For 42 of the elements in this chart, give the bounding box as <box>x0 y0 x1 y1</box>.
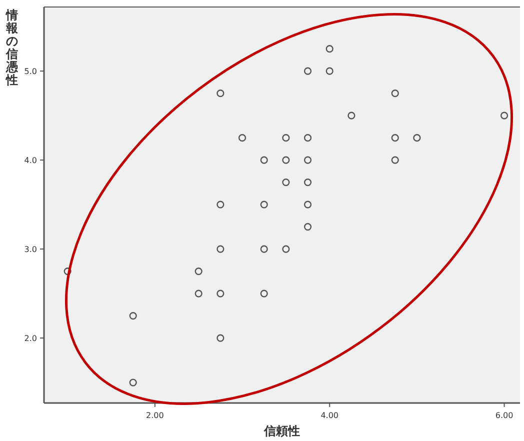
point <box>260 245 268 253</box>
point <box>391 156 399 164</box>
point <box>348 112 356 120</box>
point <box>194 290 202 298</box>
point <box>304 156 312 164</box>
point <box>216 290 224 298</box>
y-tick-label: 4.0 <box>24 156 37 166</box>
point <box>238 134 246 142</box>
point <box>391 90 399 98</box>
point <box>282 178 290 186</box>
point <box>129 312 137 320</box>
point <box>216 334 224 342</box>
y-tick-label: 2.0 <box>24 334 37 344</box>
point <box>260 156 268 164</box>
point <box>304 223 312 231</box>
x-tick-label: 4.00 <box>320 411 339 420</box>
point <box>304 200 312 208</box>
point <box>260 200 268 208</box>
point <box>282 156 290 164</box>
point <box>129 378 137 386</box>
point <box>326 45 334 53</box>
point <box>282 134 290 142</box>
point <box>216 90 224 98</box>
point <box>326 67 334 75</box>
point <box>304 178 312 186</box>
point <box>216 200 224 208</box>
point <box>282 245 290 253</box>
point <box>304 134 312 142</box>
point <box>216 245 224 253</box>
point <box>260 290 268 298</box>
x-axis-title: 信頼性 <box>263 424 300 438</box>
x-tick-label: 2.00 <box>146 411 164 420</box>
point <box>413 134 421 142</box>
y-tick-label: 3.0 <box>24 245 37 254</box>
y-axis-title: 情報の信憑性 <box>5 8 19 87</box>
point <box>194 267 202 276</box>
point <box>64 267 72 276</box>
point <box>500 112 508 120</box>
x-tick-label: 6.00 <box>495 411 514 420</box>
point <box>391 134 399 142</box>
point <box>304 67 312 75</box>
y-tick-label: 5.0 <box>24 67 37 76</box>
